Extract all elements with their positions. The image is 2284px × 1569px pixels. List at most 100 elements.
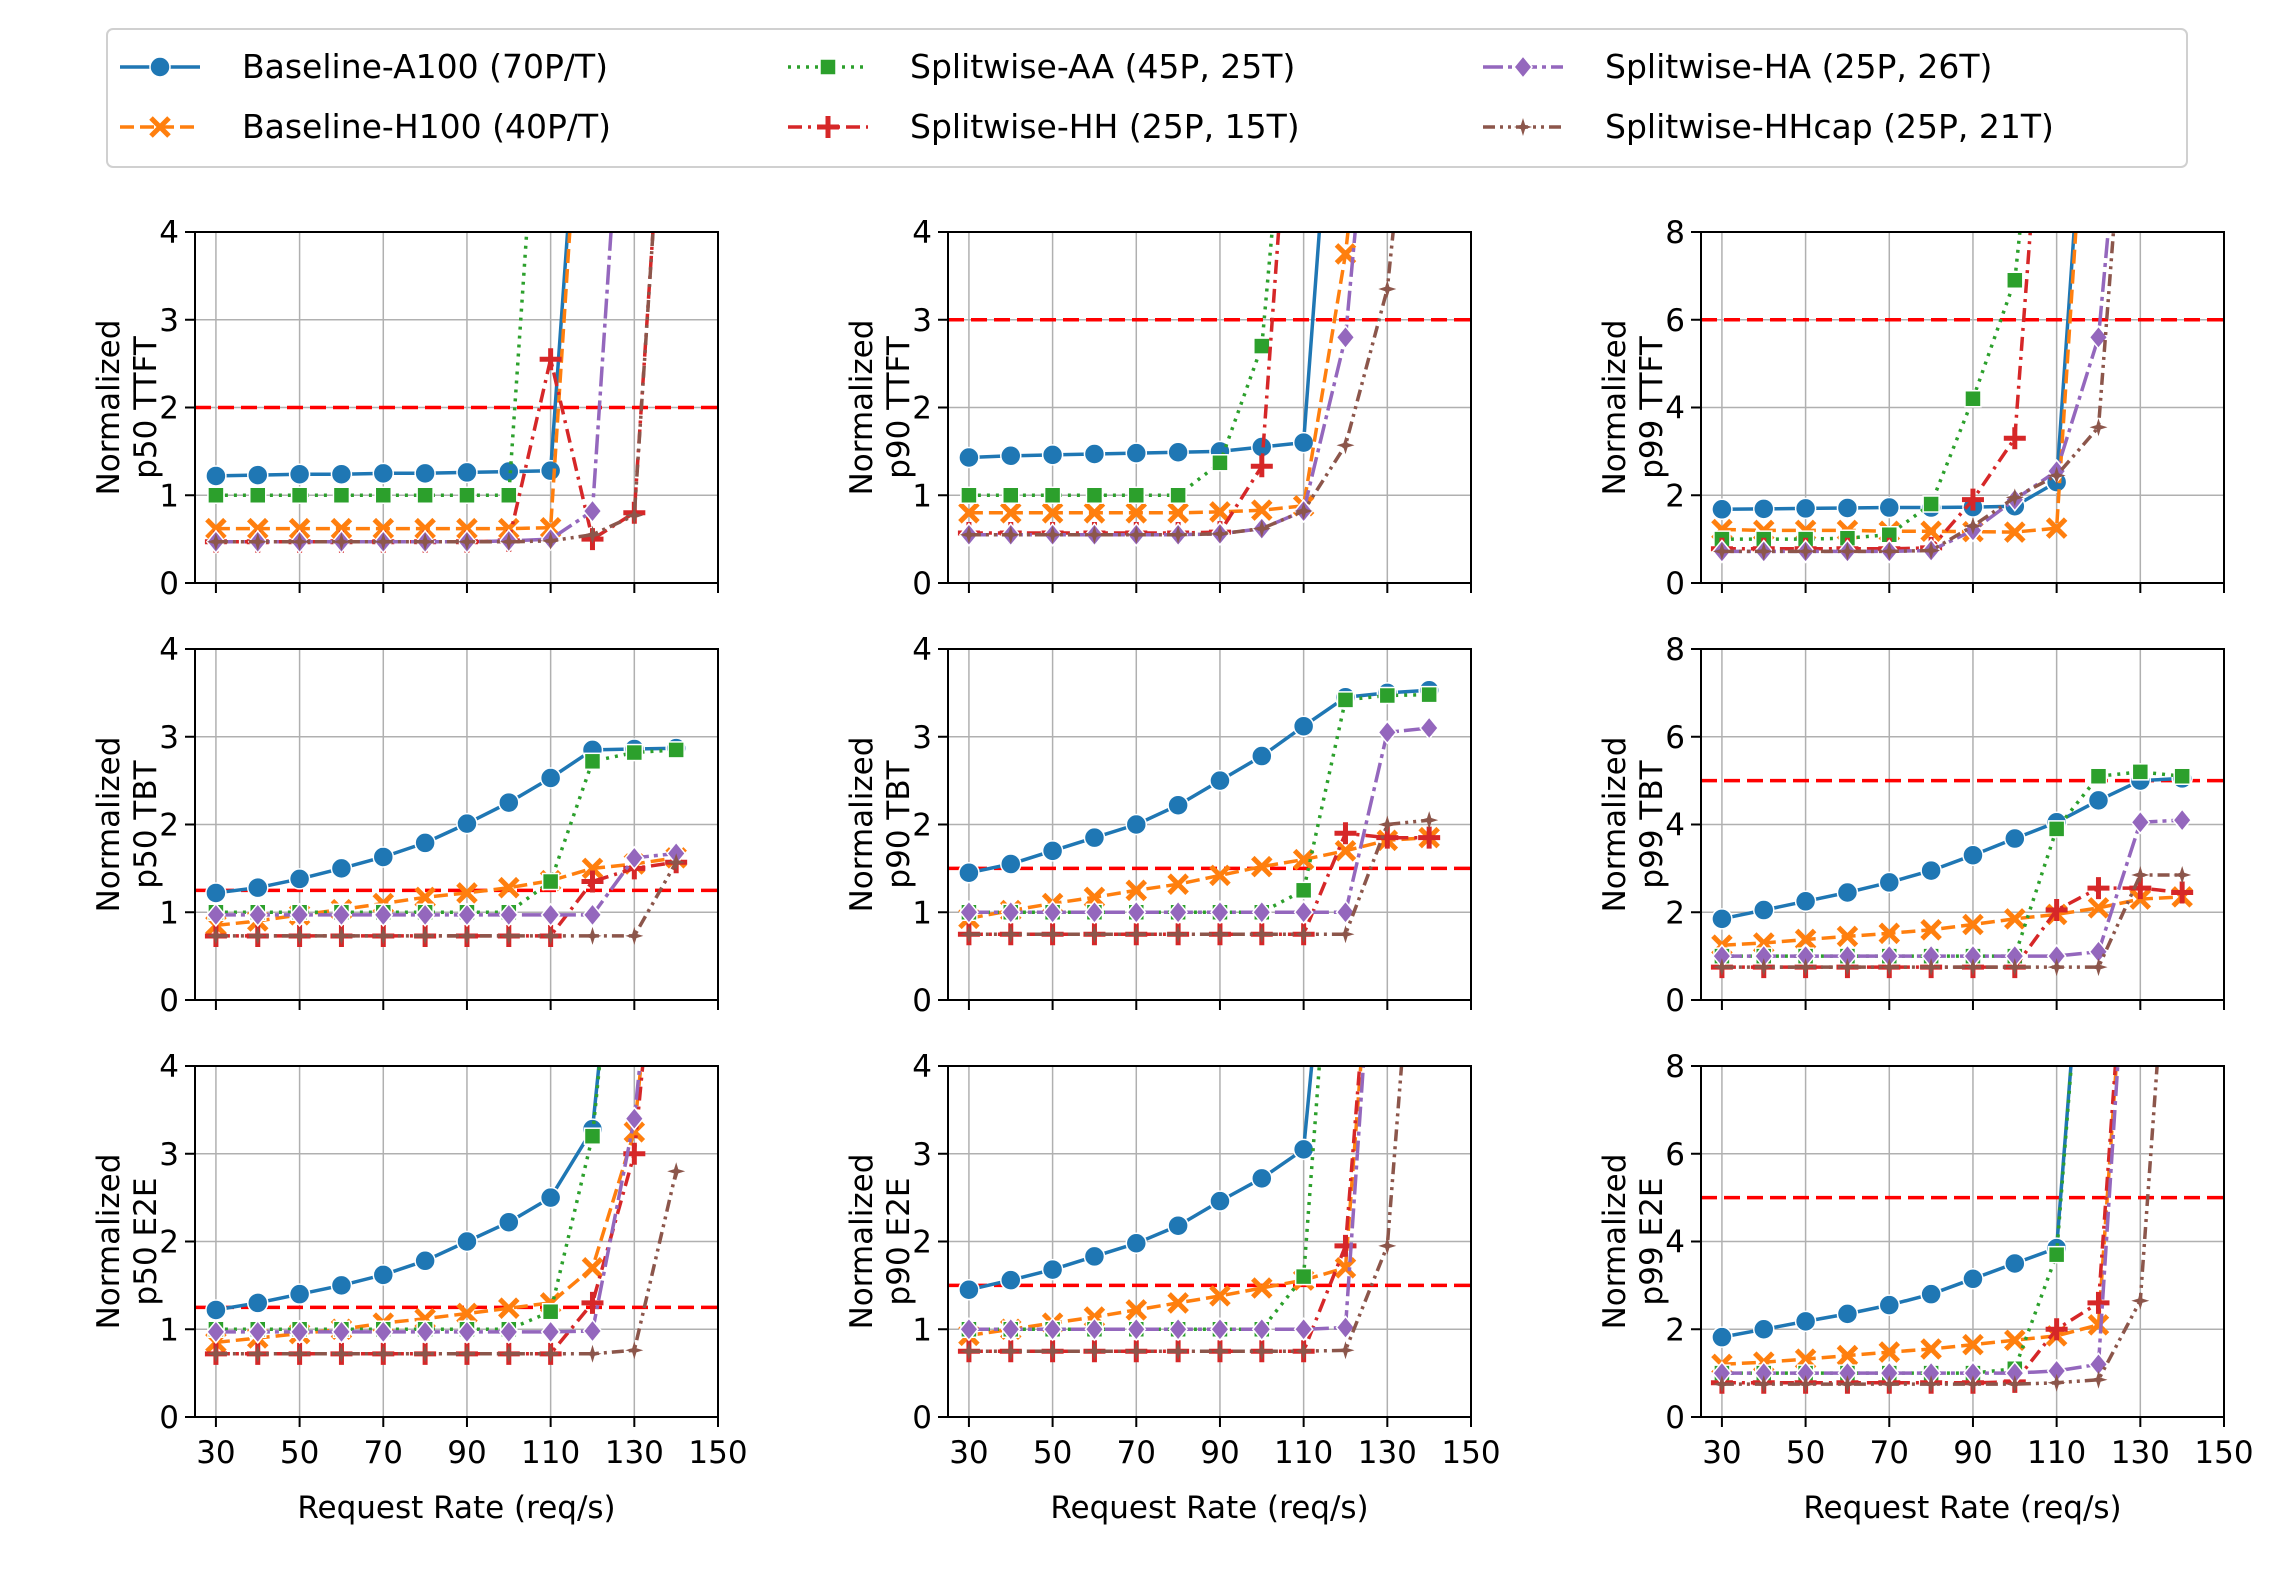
data-point xyxy=(1294,925,1313,944)
data-point xyxy=(1335,1315,1356,1340)
data-point xyxy=(1041,502,1064,524)
legend-entry-AA: Splitwise-AA (45P, 25T) xyxy=(788,47,1295,86)
x-tick-label: 90 xyxy=(1953,1435,1992,1471)
legend-label: Splitwise-HA (25P, 26T) xyxy=(1605,47,1992,86)
y-axis-label-line: Normalized xyxy=(91,737,127,913)
data-point xyxy=(1334,822,1357,845)
data-point xyxy=(1292,431,1315,454)
data-point xyxy=(1836,1303,1859,1325)
data-point xyxy=(456,1319,477,1345)
data-point xyxy=(1794,1310,1817,1333)
data-point xyxy=(583,926,602,945)
data-point xyxy=(456,812,478,835)
y-axis-label: Normalizedp50 E2E xyxy=(91,1154,164,1330)
data-point xyxy=(1083,1245,1106,1268)
data-point xyxy=(1167,873,1189,895)
y-tick-label: 4 xyxy=(1665,1225,1685,1261)
x-tick-label: 150 xyxy=(2194,1435,2253,1471)
series-line-A100 xyxy=(1721,776,2183,921)
legend: Baseline-A100 (70P/T) Baseline-H100 (40P/… xyxy=(106,28,2188,168)
data-point xyxy=(2087,877,2110,900)
data-point xyxy=(1964,517,1982,535)
data-point xyxy=(206,1344,225,1363)
data-point xyxy=(1754,542,1773,561)
y-tick-label: 4 xyxy=(912,632,932,668)
data-point xyxy=(1335,900,1356,925)
data-point xyxy=(1209,1285,1231,1307)
data-point xyxy=(2131,866,2150,884)
data-point xyxy=(1125,1299,1148,1321)
y-axis-label-line: Normalized xyxy=(844,320,880,496)
y-tick-label: 2 xyxy=(159,1225,179,1261)
data-point xyxy=(1000,445,1022,467)
data-point xyxy=(667,853,686,872)
data-point xyxy=(1878,1294,1901,1316)
data-point xyxy=(1167,1214,1189,1237)
data-point xyxy=(582,1318,603,1344)
data-point xyxy=(667,1162,686,1181)
data-point xyxy=(1964,1375,1982,1394)
series-line-HH xyxy=(215,1066,645,1356)
data-point xyxy=(2004,827,2026,850)
data-point xyxy=(458,1344,476,1363)
data-point xyxy=(206,532,225,551)
data-point xyxy=(667,741,685,759)
data-point xyxy=(623,1121,646,1143)
data-point xyxy=(414,517,436,540)
y-tick-label: 0 xyxy=(1665,983,1685,1019)
data-point xyxy=(1000,853,1022,875)
data-point xyxy=(248,926,267,945)
data-point xyxy=(1378,1236,1397,1255)
data-point xyxy=(288,517,311,540)
data-point xyxy=(414,462,436,485)
x-tick-label: 130 xyxy=(605,1435,664,1471)
y-axis-label: Normalizedp50 TTFT xyxy=(91,320,164,496)
data-point xyxy=(499,1344,518,1363)
series-line-AA xyxy=(968,232,1274,498)
series-group xyxy=(204,737,688,947)
data-point xyxy=(416,1344,435,1363)
y-tick-label: 2 xyxy=(159,391,179,427)
y-tick-label: 0 xyxy=(159,566,179,602)
series-line-A100 xyxy=(968,1066,1314,1292)
x-tick-label: 150 xyxy=(688,1435,747,1471)
data-point xyxy=(1836,1344,1859,1367)
x-tick-label: 150 xyxy=(1441,1435,1500,1471)
data-point xyxy=(205,1319,226,1345)
data-point xyxy=(288,1283,311,1305)
legend-label: Splitwise-AA (45P, 25T) xyxy=(910,47,1295,86)
series-line-HH xyxy=(1721,1066,2118,1385)
data-point xyxy=(1293,1317,1314,1342)
legend-entry-HHcap: Splitwise-HHcap (25P, 21T) xyxy=(1483,107,2054,146)
data-point xyxy=(1922,541,1941,560)
data-point xyxy=(1169,525,1188,544)
data-point xyxy=(2047,1373,2066,1392)
data-point xyxy=(2089,418,2108,437)
data-point xyxy=(1085,925,1104,944)
y-tick-label: 4 xyxy=(159,1049,179,1085)
data-point xyxy=(290,926,309,945)
data-point xyxy=(456,517,478,540)
data-point xyxy=(1126,1317,1147,1342)
data-point xyxy=(2006,271,2024,290)
data-point xyxy=(205,902,226,928)
series-line-HA xyxy=(215,1066,642,1334)
data-point xyxy=(373,1319,394,1345)
data-point xyxy=(456,1230,478,1253)
y-tick-label: 8 xyxy=(1665,215,1685,251)
data-point xyxy=(959,1342,978,1361)
data-point xyxy=(958,1279,980,1301)
legend-label: Baseline-A100 (70P/T) xyxy=(242,47,608,86)
data-point xyxy=(1962,913,1984,936)
data-point xyxy=(2172,807,2193,833)
data-point xyxy=(1209,501,1231,523)
series-line-HA xyxy=(968,726,1430,915)
data-point xyxy=(205,517,227,540)
data-point xyxy=(541,872,560,891)
data-point xyxy=(582,902,603,928)
y-axis-label: Normalizedp90 E2E xyxy=(844,1154,917,1330)
data-point xyxy=(1209,1317,1230,1342)
data-point xyxy=(1043,486,1062,504)
data-point xyxy=(624,845,645,871)
data-point xyxy=(1001,1342,1020,1361)
